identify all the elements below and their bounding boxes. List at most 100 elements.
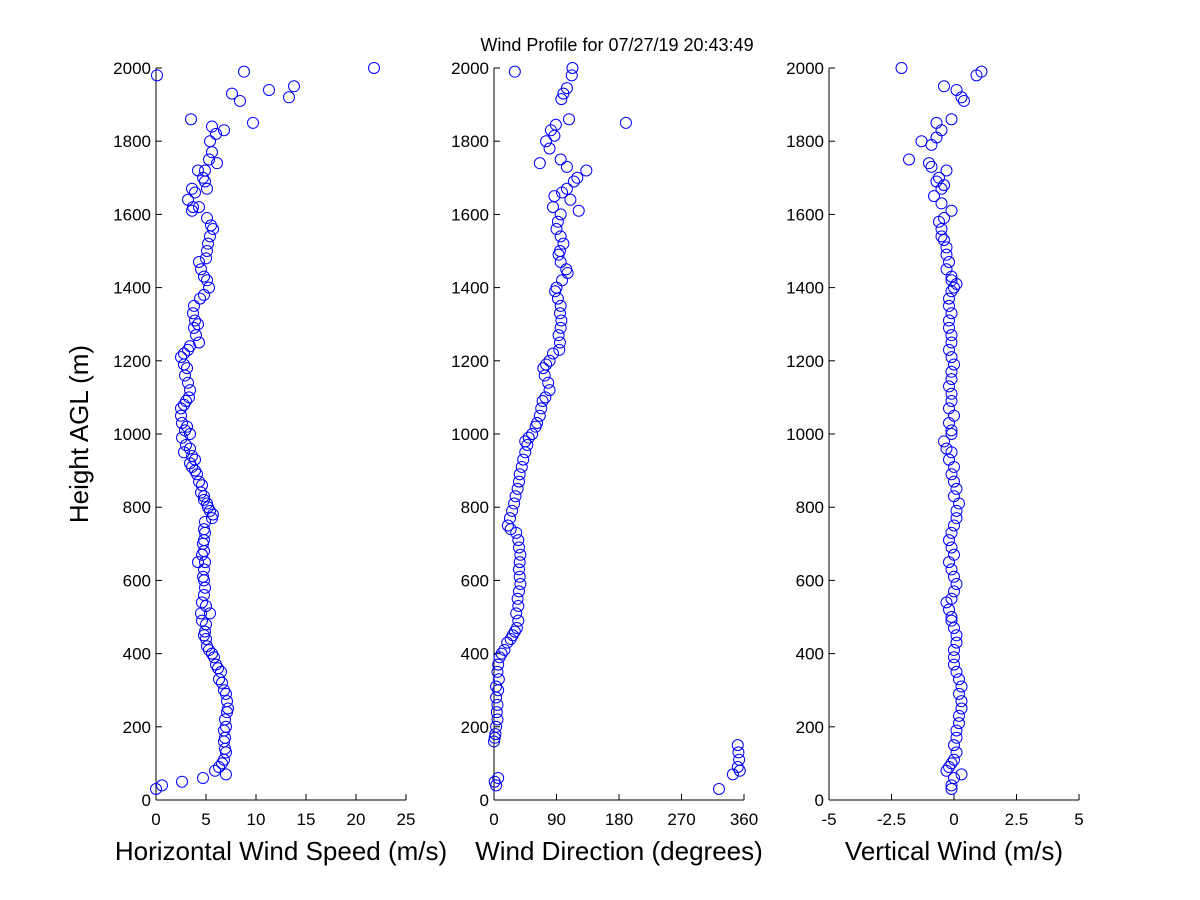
speed-data-point	[198, 534, 210, 547]
vertical-data-point	[943, 761, 955, 774]
speed-y-tick-label: 1000	[113, 425, 151, 444]
direction-data-point	[511, 592, 524, 605]
direction-data-point	[556, 274, 569, 287]
direction-data-point	[529, 420, 542, 433]
vertical-data-point	[915, 135, 928, 148]
direction-y-tick-label: 2000	[451, 59, 489, 78]
direction-data-point	[543, 142, 556, 155]
vertical-data-point	[925, 138, 938, 151]
vertical-x-tick-label: 0	[949, 810, 958, 829]
direction-data-point	[536, 395, 549, 408]
speed-data-point	[222, 702, 234, 715]
speed-y-tick-label: 200	[123, 718, 151, 737]
direction-y-tick-label: 200	[461, 718, 489, 737]
vertical-data-point	[935, 124, 948, 137]
vertical-data-point	[953, 673, 965, 686]
vertical-data-point	[945, 614, 958, 627]
vertical-data-point	[938, 179, 950, 192]
vertical-data-point	[903, 153, 915, 166]
speed-data-point	[197, 570, 209, 583]
direction-data-point	[533, 157, 546, 170]
speed-data-point	[198, 490, 210, 503]
speed-data-point	[193, 255, 205, 268]
vertical-data-point	[945, 113, 958, 126]
direction-data-point	[510, 526, 523, 539]
direction-data-point	[493, 651, 506, 664]
speed-data-point	[180, 438, 192, 451]
vertical-panel: 0 200 400 600 800 1000 1200 1400 1600 1800 2000 -5 -…	[786, 59, 1084, 866]
vertical-data-point	[950, 629, 963, 642]
speed-data-point	[213, 673, 225, 686]
speed-data-point	[219, 742, 231, 755]
direction-data-point	[552, 248, 565, 261]
vertical-data-point	[940, 241, 953, 254]
vertical-data-point	[945, 468, 958, 481]
speed-data-point	[192, 556, 204, 569]
direction-data-point	[554, 299, 567, 312]
vertical-x-tick-label: -2.5	[877, 810, 906, 829]
direction-y-tick-label: 800	[461, 498, 489, 517]
direction-data-point	[547, 201, 560, 214]
vertical-y-tick-label: 1400	[786, 279, 824, 298]
direction-data-point	[554, 208, 567, 221]
direction-data-point	[560, 182, 573, 195]
direction-data-point	[554, 255, 567, 268]
speed-data-point	[191, 468, 203, 481]
direction-y-tick-label: 0	[480, 791, 489, 810]
direction-data-point	[492, 658, 505, 671]
speed-data-point	[198, 574, 210, 587]
direction-data-point	[554, 230, 567, 243]
vertical-data-point	[940, 764, 953, 777]
speed-data-point	[195, 486, 207, 499]
direction-data-point	[492, 684, 505, 697]
vertical-data-point	[923, 157, 935, 170]
speed-y-tick-label: 1800	[113, 132, 151, 151]
direction-data-point	[619, 116, 632, 129]
vertical-data-point	[943, 380, 955, 393]
vertical-data-point	[948, 409, 960, 422]
speed-data-point	[204, 230, 216, 243]
direction-data-point	[713, 783, 725, 796]
vertical-data-point	[948, 490, 960, 503]
speed-data-point	[178, 398, 190, 411]
direction-data-point	[503, 512, 516, 525]
speed-data-point	[226, 87, 238, 100]
speed-data-point	[198, 523, 210, 536]
direction-data-point	[515, 460, 528, 473]
direction-data-point	[554, 321, 567, 334]
direction-data-point	[492, 772, 505, 785]
speed-data-point	[283, 91, 295, 104]
speed-data-point	[211, 157, 223, 170]
vertical-data-point	[948, 475, 960, 488]
speed-data-point	[190, 329, 202, 342]
direction-data-point	[513, 468, 526, 481]
direction-data-point	[510, 607, 523, 620]
direction-panel: 0 200 400 600 800 1000 1200 1400 1600 1800 2000 0 90…	[451, 59, 763, 866]
direction-data-point	[732, 746, 745, 759]
direction-data-point	[553, 307, 566, 320]
speed-data-point	[196, 614, 208, 627]
vertical-y-tick-label: 1800	[786, 132, 824, 151]
vertical-data-point	[948, 548, 960, 561]
direction-data-point	[566, 62, 579, 74]
direction-x-axis-label: Wind Direction (degrees)	[475, 836, 763, 866]
speed-data-point	[220, 746, 232, 759]
speed-data-point	[184, 428, 196, 440]
speed-data-point	[183, 391, 195, 404]
direction-data-point	[491, 665, 504, 678]
direction-data-point	[538, 369, 551, 382]
direction-data-point	[540, 135, 553, 148]
speed-y-tick-label: 1400	[113, 279, 151, 298]
direction-data-point	[513, 563, 525, 576]
vertical-data-point	[945, 351, 958, 364]
vertical-data-point	[945, 757, 958, 770]
vertical-data-point	[943, 402, 955, 415]
direction-y-tick-label: 400	[461, 645, 489, 664]
vertical-y-tick-label: 1200	[786, 352, 824, 371]
direction-data-point	[555, 93, 568, 106]
speed-data-point	[221, 706, 233, 719]
vertical-data-point	[945, 307, 958, 320]
speed-data-point	[247, 116, 259, 129]
